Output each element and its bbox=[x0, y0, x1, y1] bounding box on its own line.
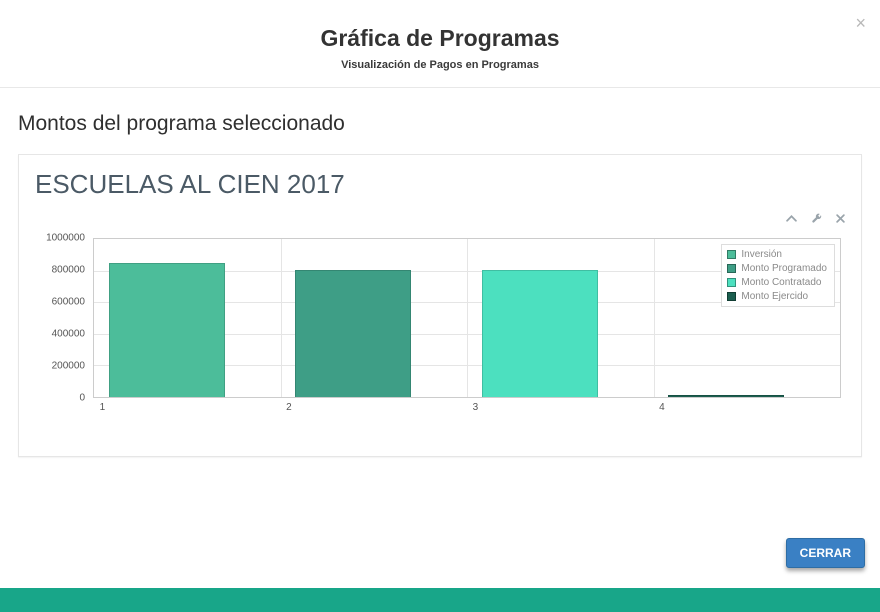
v-gridline bbox=[467, 239, 468, 397]
modal-subtitle: Visualización de Pagos en Programas bbox=[341, 59, 539, 71]
legend-item: Inversión bbox=[727, 249, 827, 260]
chart-legend: Inversión Monto Programado Monto Contratad… bbox=[721, 244, 835, 307]
cerrar-button[interactable]: CERRAR bbox=[785, 538, 865, 568]
collapse-panel-button[interactable] bbox=[786, 215, 797, 222]
legend-swatch bbox=[727, 278, 737, 287]
legend-label: Monto Contratado bbox=[741, 277, 822, 288]
chevron-up-icon bbox=[786, 215, 797, 222]
y-tick-label: 200000 bbox=[51, 360, 85, 372]
legend-item: Monto Ejercido bbox=[727, 291, 827, 302]
y-tick-label: 0 bbox=[79, 392, 85, 404]
x-tick-label: 2 bbox=[286, 402, 292, 413]
close-icon: × bbox=[855, 13, 866, 33]
panel-close-button[interactable] bbox=[836, 214, 845, 223]
panel-toolbar bbox=[35, 210, 845, 224]
bar-series-4 bbox=[668, 394, 785, 397]
legend-swatch bbox=[727, 292, 737, 301]
legend-label: Monto Ejercido bbox=[741, 291, 809, 302]
chart-panel: ESCUELAS AL CIEN 2017 0 200000 400000 60000… bbox=[18, 154, 862, 457]
modal-header: Gráfica de Programas Visualización de Pa… bbox=[0, 0, 880, 88]
legend-swatch bbox=[727, 264, 737, 273]
x-tick-label: 1 bbox=[99, 402, 106, 413]
legend-item: Monto Programado bbox=[727, 263, 827, 274]
modal-footer: CERRAR bbox=[785, 538, 865, 568]
y-tick-label: 1000000 bbox=[46, 232, 85, 244]
v-gridline bbox=[280, 239, 282, 397]
modal-close-button[interactable]: × bbox=[855, 14, 866, 32]
y-axis: 0 200000 400000 600000 800000 1000000 bbox=[35, 233, 93, 404]
x-icon bbox=[836, 214, 845, 223]
panel-settings-button[interactable] bbox=[811, 213, 823, 225]
legend-item: Monto Contratado bbox=[727, 277, 827, 288]
accent-bottom-strip bbox=[0, 588, 880, 612]
y-tick-label: 400000 bbox=[51, 328, 85, 340]
panel-title: ESCUELAS AL CIEN 2017 bbox=[35, 169, 345, 199]
y-tick-label: 800000 bbox=[51, 264, 85, 276]
bar-series-2 bbox=[295, 269, 412, 397]
plot-area: Inversión Monto Programado Monto Contratad… bbox=[93, 238, 841, 413]
v-gridline bbox=[653, 239, 655, 397]
wrench-icon bbox=[811, 213, 821, 223]
bar-chart: 0 200000 400000 600000 800000 1000000 Inversi… bbox=[35, 233, 845, 413]
bar-series-3 bbox=[481, 269, 598, 397]
y-tick-label: 600000 bbox=[51, 296, 85, 308]
legend-label: Inversión bbox=[741, 249, 782, 260]
legend-swatch bbox=[727, 250, 737, 259]
modal-title: Gráfica de Programas bbox=[320, 25, 560, 51]
section-heading: Montos del programa seleccionado bbox=[18, 112, 345, 135]
legend-label: Monto Programado bbox=[741, 263, 827, 274]
modal-body: Montos del programa seleccionado ESCUELA… bbox=[0, 88, 880, 457]
x-tick-label: 4 bbox=[659, 402, 665, 413]
x-tick-label: 3 bbox=[472, 402, 479, 413]
bar-series-1 bbox=[108, 262, 225, 397]
